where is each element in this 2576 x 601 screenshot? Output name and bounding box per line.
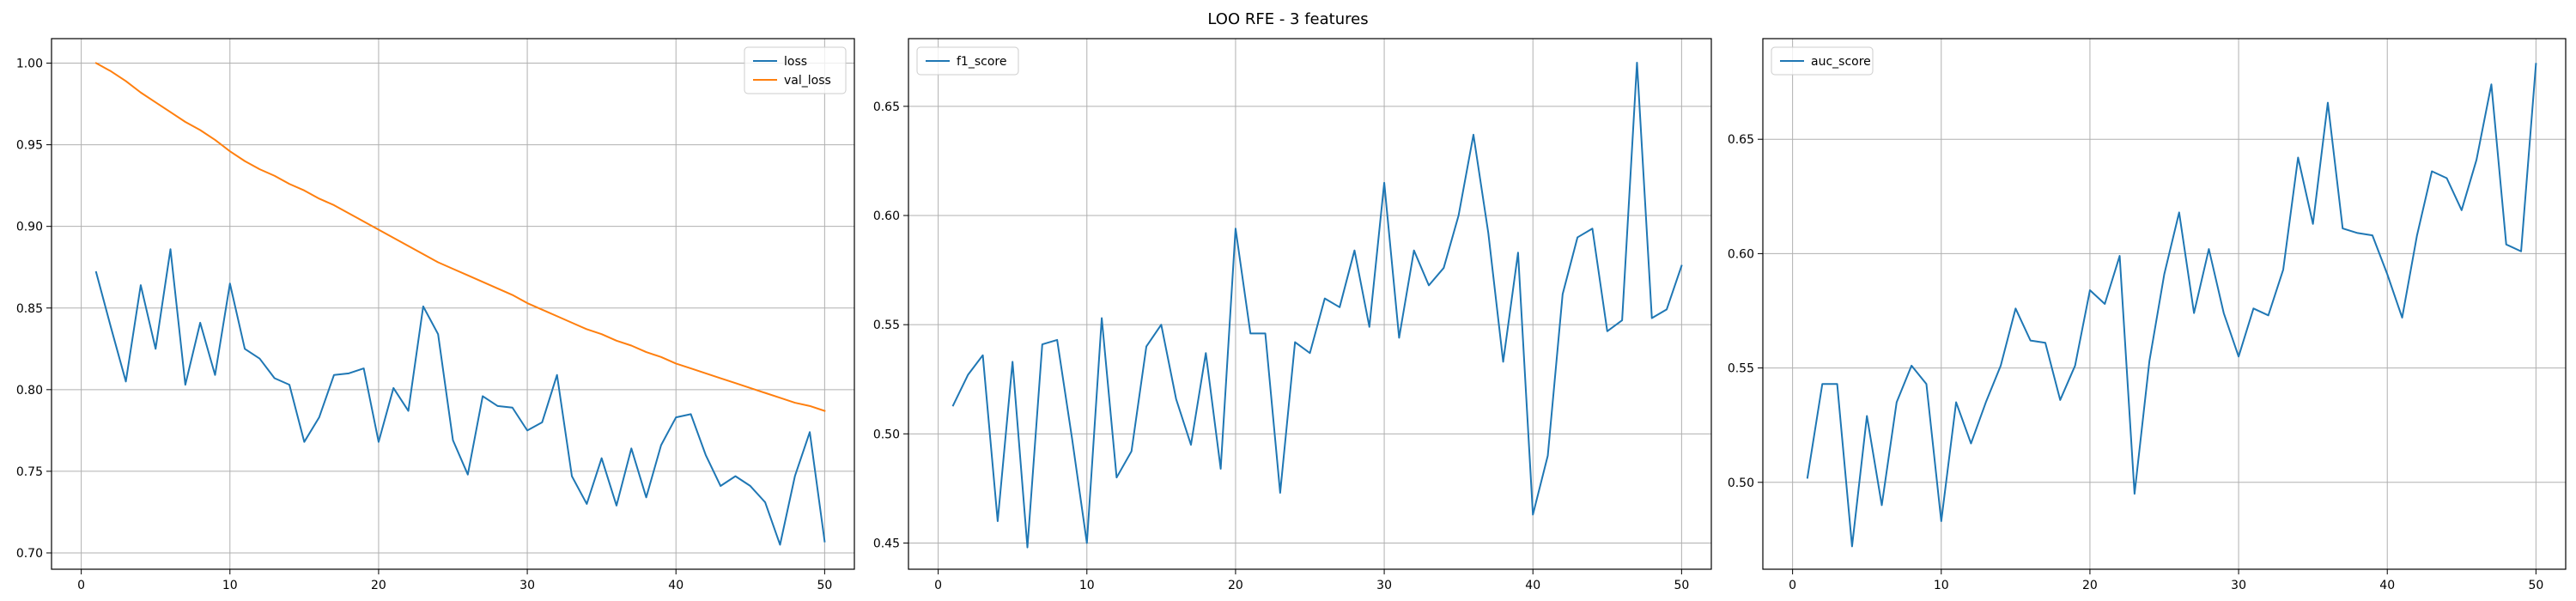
subplot-2: 0 10 20 30 40 50 0.45 0.50 0.55 0.60 0.65 f1_score xyxy=(873,38,1712,592)
legend-box xyxy=(744,46,847,94)
y-tick-label: 0.55 xyxy=(873,319,900,332)
x-tick-label: 30 xyxy=(519,579,535,592)
x-tick-label: 10 xyxy=(1934,579,1949,592)
y-tick-label: 0.90 xyxy=(16,221,43,234)
y-tick-label: 0.45 xyxy=(873,537,900,550)
y-tick-label: 0.50 xyxy=(1728,477,1754,490)
axes-frame xyxy=(1762,38,2567,570)
axes-frame xyxy=(908,38,1712,570)
legend-label: auc_score xyxy=(1811,55,1871,69)
y-tick-label: 0.80 xyxy=(16,384,43,398)
y-tick-label: 0.65 xyxy=(873,100,900,114)
legend-label: f1_score xyxy=(957,55,1006,69)
subplot-3: 0 10 20 30 40 50 0.50 0.55 0.60 0.65 auc_score xyxy=(1728,38,2567,592)
y-tick-label: 0.60 xyxy=(873,209,900,223)
legend-box xyxy=(1771,46,1874,76)
x-tick-label: 40 xyxy=(668,579,683,592)
y-tick-label: 0.65 xyxy=(1728,133,1754,147)
series-line-loss xyxy=(94,248,826,546)
x-tick-label: 50 xyxy=(817,579,832,592)
x-tick-label: 30 xyxy=(1376,579,1392,592)
x-tick-label: 20 xyxy=(2082,579,2098,592)
y-tick-label: 0.55 xyxy=(1728,362,1754,376)
x-tick-label: 20 xyxy=(371,579,386,592)
y-tick-label: 0.85 xyxy=(16,302,43,316)
legend-label: loss xyxy=(784,55,807,69)
y-tick-label: 0.75 xyxy=(16,465,43,479)
legend-box xyxy=(916,46,1019,76)
x-tick-label: 20 xyxy=(1228,579,1243,592)
x-tick-label: 40 xyxy=(1525,579,1540,592)
y-tick-label: 0.95 xyxy=(16,139,43,153)
x-tick-label: 10 xyxy=(1079,579,1095,592)
legend-label: val_loss xyxy=(784,74,831,88)
y-tick-label: 0.70 xyxy=(16,547,43,561)
x-tick-label: 50 xyxy=(1674,579,1689,592)
x-tick-label: 50 xyxy=(2528,579,2543,592)
x-tick-label: 0 xyxy=(934,579,942,592)
y-tick-label: 1.00 xyxy=(16,58,43,71)
x-tick-label: 10 xyxy=(222,579,238,592)
x-tick-label: 0 xyxy=(1789,579,1796,592)
legend: f1_score xyxy=(916,46,1019,76)
x-tick-label: 40 xyxy=(2379,579,2395,592)
legend: loss val_loss xyxy=(744,46,847,94)
figure-title: LOO RFE - 3 features xyxy=(1207,10,1368,28)
x-tick-label: 0 xyxy=(77,579,85,592)
axes-frame xyxy=(51,38,855,570)
y-tick-label: 0.50 xyxy=(873,428,900,441)
series-line-f1-score xyxy=(951,61,1683,549)
subplots: 0 10 20 30 40 50 0.70 0.75 0.80 0.85 0.90 0.95 1.00 l… xyxy=(16,38,2567,592)
subplot-1: 0 10 20 30 40 50 0.70 0.75 0.80 0.85 0.90 0.95 1.00 l… xyxy=(16,38,855,592)
y-tick-label: 0.60 xyxy=(1728,247,1754,261)
legend: auc_score xyxy=(1771,46,1874,76)
series-line-val-loss xyxy=(94,62,826,412)
series-line-auc-score xyxy=(1806,63,2537,548)
x-tick-label: 30 xyxy=(2231,579,2246,592)
